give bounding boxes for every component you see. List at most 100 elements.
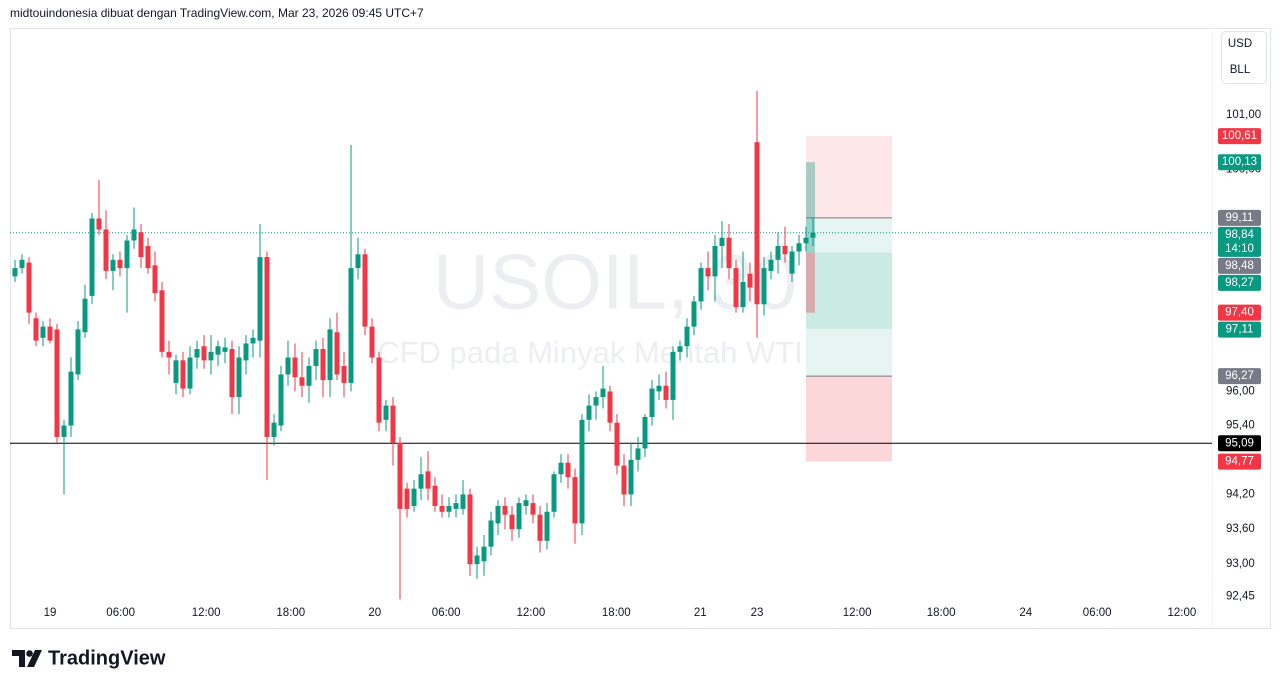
- candle-body: [677, 346, 683, 352]
- candle-body: [789, 251, 795, 274]
- candle-body: [362, 254, 368, 327]
- candle-body: [278, 374, 284, 426]
- price-badge: [1218, 154, 1261, 171]
- candle-body: [327, 329, 333, 381]
- candle-body: [61, 425, 67, 437]
- candle-body: [775, 245, 781, 260]
- candle-body: [796, 243, 802, 252]
- price-badge: [1218, 257, 1261, 274]
- x-tick-label: 12:00: [843, 607, 872, 619]
- candle-body: [803, 237, 809, 244]
- candle-body: [103, 229, 109, 271]
- x-tick-label: 19: [44, 607, 57, 619]
- price-badge-label: 98,84: [1225, 229, 1254, 241]
- candle-body: [425, 471, 431, 489]
- candle-body: [761, 268, 767, 305]
- candle-body: [474, 555, 480, 565]
- watermark-symbol: USOIL, 30: [433, 238, 797, 326]
- candle-body: [621, 465, 627, 495]
- candle-body: [369, 326, 375, 358]
- price-badge-label: 96,27: [1225, 370, 1254, 382]
- candle-body: [411, 488, 417, 506]
- candle-body: [320, 349, 326, 381]
- x-tick-label: 18:00: [602, 607, 631, 619]
- candle-body: [12, 268, 18, 277]
- candle-body: [40, 326, 46, 338]
- candle-body: [481, 546, 487, 562]
- candle-body: [810, 232, 816, 238]
- candle-body: [138, 232, 144, 258]
- candle-body: [579, 419, 585, 524]
- candle-body: [691, 301, 697, 327]
- candle-body: [502, 505, 508, 515]
- price-badge: [1218, 435, 1261, 452]
- y-tick-label: 94,20: [1226, 488, 1255, 500]
- candle-body: [614, 422, 620, 466]
- x-tick-label: 12:00: [192, 607, 221, 619]
- price-badge-label: 98,27: [1225, 277, 1254, 289]
- risk-zone: [806, 376, 892, 462]
- price-badge-countdown: 14:10: [1225, 243, 1254, 255]
- candle-body: [453, 503, 459, 509]
- y-tick-label: 92,45: [1226, 590, 1255, 602]
- candle-body: [376, 357, 382, 423]
- chart-frame: [10, 28, 1271, 629]
- candle-body: [215, 346, 221, 355]
- candle-body: [201, 346, 207, 361]
- candle-body: [733, 268, 739, 308]
- candle-body: [292, 357, 298, 378]
- x-tick-label: 06:00: [1083, 607, 1112, 619]
- candle-body: [698, 268, 704, 302]
- candle-body: [131, 229, 137, 241]
- candle-body: [544, 511, 550, 541]
- price-badge: [1218, 321, 1261, 338]
- candle-body: [313, 349, 319, 366]
- candle-body: [649, 388, 655, 417]
- position-bar: [806, 162, 815, 253]
- target-zone: [806, 217, 892, 377]
- candle-body: [439, 505, 445, 512]
- candle-body: [754, 142, 760, 305]
- y-tick-label: 101,00: [1226, 109, 1261, 121]
- candle-body: [271, 422, 277, 437]
- candle-body: [299, 377, 305, 386]
- position-bar: [806, 252, 815, 313]
- candle-body: [187, 357, 193, 389]
- candle-body: [656, 385, 662, 392]
- currency: USD: [1228, 38, 1252, 50]
- candle-body: [390, 405, 396, 443]
- candle-body: [516, 503, 522, 530]
- candle-body: [89, 218, 95, 296]
- candle-body: [404, 488, 410, 509]
- unit-box: [1221, 31, 1267, 84]
- candle-body: [747, 273, 753, 288]
- price-badge-label: 94,77: [1225, 456, 1254, 468]
- price-badge: [1218, 128, 1261, 145]
- candle-body: [194, 349, 200, 358]
- candle-body: [348, 268, 354, 383]
- candle-body: [530, 503, 536, 515]
- candle-body: [180, 360, 186, 389]
- candle-body: [663, 385, 669, 400]
- x-tick-label: 20: [368, 607, 381, 619]
- x-tick-label: 12:00: [517, 607, 546, 619]
- price-badge-label: 99,11: [1226, 212, 1254, 224]
- candle-body: [264, 257, 270, 437]
- candle-body: [173, 360, 179, 383]
- candle-body: [145, 245, 151, 269]
- y-tick-label: 96,00: [1226, 385, 1255, 397]
- price-badge: [1218, 304, 1261, 321]
- candle-body: [467, 494, 473, 565]
- candle-body: [110, 259, 116, 271]
- candle-body: [523, 500, 529, 506]
- candle-body: [243, 343, 249, 361]
- x-tick-label: 06:00: [106, 607, 135, 619]
- footer-brand: TradingView: [48, 647, 166, 669]
- price-badge-label: 98,48: [1225, 260, 1254, 272]
- candle-body: [712, 245, 718, 277]
- candle-body: [418, 474, 424, 489]
- candle-body: [68, 371, 74, 426]
- candle-body: [509, 514, 515, 530]
- target-zone-filled: [806, 252, 892, 329]
- candle-body: [257, 257, 263, 341]
